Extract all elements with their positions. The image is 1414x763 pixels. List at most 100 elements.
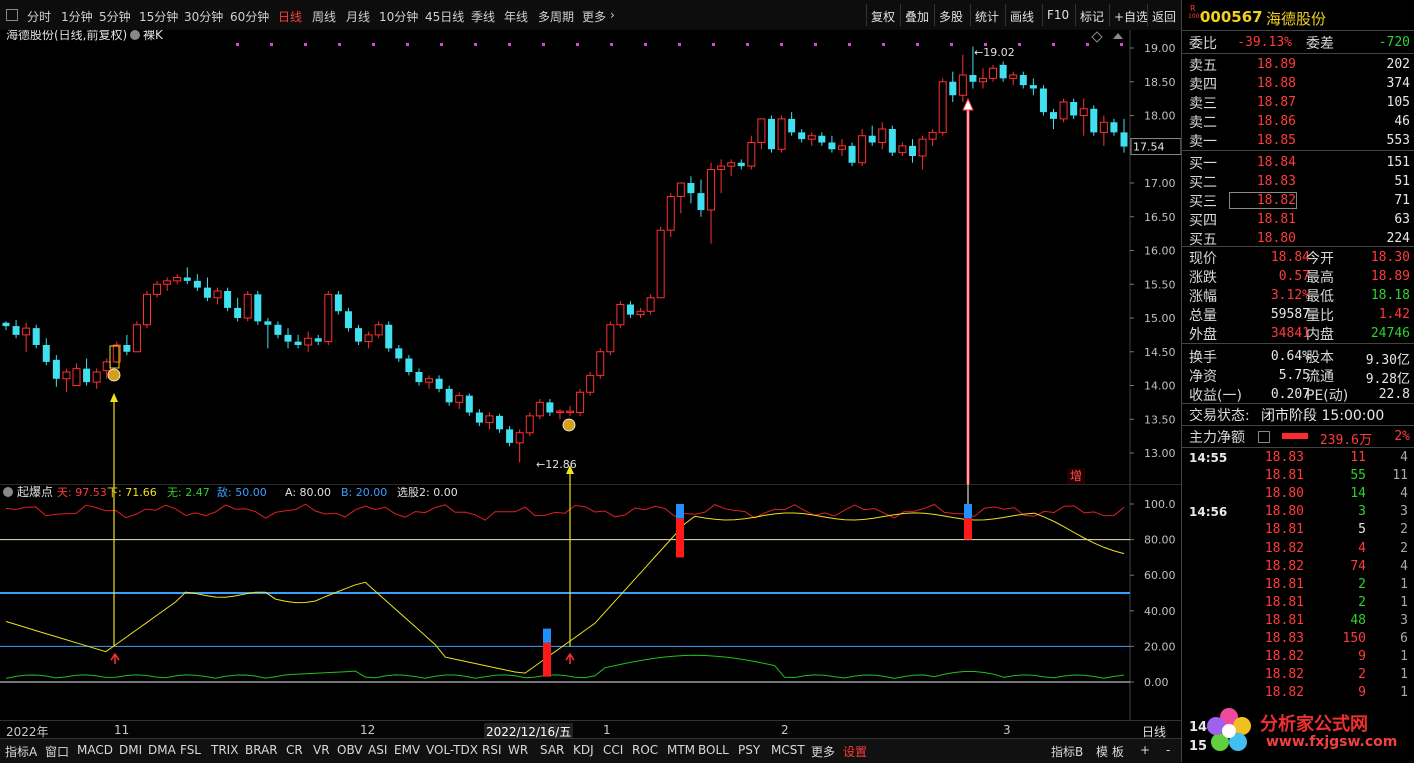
indicator-tab-7[interactable]: BRAR [245, 743, 278, 757]
sell-level-price[interactable]: 18.88 [1256, 76, 1296, 91]
indicator-tab-25[interactable]: 设置 [843, 745, 868, 759]
sell-level-price[interactable]: 18.86 [1256, 114, 1296, 129]
period-tab-13[interactable]: 多周期 [538, 10, 575, 24]
candle [193, 274, 201, 291]
series-tian [5, 503, 1125, 521]
indicator-tab-10[interactable]: OBV [337, 743, 363, 757]
toolbar-button-7[interactable]: +自选 [1114, 10, 1149, 24]
tick-count: 6 [1400, 631, 1408, 646]
period-tab-3[interactable]: 15分钟 [139, 10, 179, 24]
sell-level-volume: 46 [1394, 114, 1410, 129]
period-tab-1[interactable]: 1分钟 [61, 10, 93, 24]
period-tab-14[interactable]: 更多 [582, 10, 607, 24]
toolbar-button-4[interactable]: 画线 [1010, 10, 1035, 24]
toolbar-button-2[interactable]: 多股 [939, 10, 964, 24]
indicator-tab-23[interactable]: MCST [771, 743, 805, 757]
diamond-icon[interactable] [1091, 31, 1103, 43]
period-tab-12[interactable]: 年线 [504, 10, 529, 24]
period-tab-8[interactable]: 月线 [346, 10, 371, 24]
info-icon[interactable] [1258, 431, 1270, 443]
period-tab-4[interactable]: 30分钟 [184, 10, 224, 24]
price-tick-label: 15.00 [1144, 312, 1176, 325]
toolbar-button-1[interactable]: 叠加 [905, 10, 930, 24]
buy-level-price[interactable]: 18.82 [1229, 192, 1297, 209]
toolbar-separator [1005, 4, 1006, 26]
period-tab-5[interactable]: 60分钟 [230, 10, 270, 24]
candle [143, 291, 152, 329]
candle [455, 392, 464, 410]
price-tick-label: 15.50 [1144, 278, 1176, 291]
buy-level-price[interactable]: 18.83 [1256, 174, 1296, 189]
sell-level-price[interactable]: 18.85 [1256, 133, 1296, 148]
dropdown-icon[interactable] [130, 30, 140, 40]
bottom-right-button-1[interactable]: 模 板 [1096, 745, 1124, 759]
indicator-tab-8[interactable]: CR [286, 743, 303, 757]
bottom-right-button-3[interactable]: - [1166, 743, 1171, 757]
indicator-tab-18[interactable]: CCI [603, 743, 624, 757]
money-bag-icon [562, 418, 576, 432]
stock-name[interactable]: 海德股份 [1266, 10, 1327, 28]
collapse-icon[interactable] [3, 487, 13, 497]
candle [717, 159, 726, 194]
indicator-tab-24[interactable]: 更多 [811, 745, 836, 759]
toolbar-button-6[interactable]: 标记 [1080, 10, 1105, 24]
indicator-tab-9[interactable]: VR [313, 743, 330, 757]
indicator-chart[interactable]: 起爆点 天: 97.53 下: 71.66 无: 2.47 敌: 50.00 A: 80.… [0, 484, 1181, 720]
candle [1070, 98, 1078, 119]
bottom-right-button-0[interactable]: 指标B [1051, 745, 1084, 759]
period-tab-10[interactable]: 45日线 [425, 10, 465, 24]
triangle-up-icon[interactable] [1113, 33, 1123, 39]
indicator-tab-12[interactable]: EMV [394, 743, 421, 757]
period-tab-7[interactable]: 周线 [312, 10, 337, 24]
stock-code[interactable]: 000567 [1200, 8, 1263, 26]
period-tab-2[interactable]: 5分钟 [99, 10, 131, 24]
indicator-tab-3[interactable]: DMI [119, 743, 143, 757]
date-axis-period[interactable]: 日线 [1142, 725, 1167, 739]
indicator-tab-11[interactable]: ASI [368, 743, 388, 757]
indicator-tab-19[interactable]: ROC [632, 743, 659, 757]
buy-level-price[interactable]: 18.84 [1256, 155, 1296, 170]
indicator-tab-6[interactable]: TRIX [211, 743, 239, 757]
period-tab-9[interactable]: 10分钟 [379, 10, 419, 24]
marker-dot [508, 43, 511, 46]
buy-level-price[interactable]: 18.80 [1256, 231, 1296, 246]
period-tab-0[interactable]: 分时 [27, 10, 52, 24]
period-tab-6[interactable]: 日线 [278, 10, 303, 24]
chevron-right-icon[interactable]: › [610, 8, 615, 22]
sell-level-price[interactable]: 18.89 [1256, 57, 1296, 72]
indicator-tab-14[interactable]: RSI [482, 743, 502, 757]
buy-level-price[interactable]: 18.81 [1256, 212, 1296, 227]
sell-level-volume: 105 [1386, 95, 1410, 110]
sell-level-price[interactable]: 18.87 [1256, 95, 1296, 110]
signal-arrow-3-head [962, 97, 974, 111]
indicator-tab-4[interactable]: DMA [148, 743, 176, 757]
period-tab-11[interactable]: 季线 [471, 10, 496, 24]
indicator-tab-16[interactable]: SAR [540, 743, 565, 757]
candlestick-chart[interactable]: 19.0018.5018.0017.5017.0016.5016.0015.50… [0, 30, 1181, 484]
tick-price: 18.82 [1264, 649, 1304, 665]
toolbar-button-8[interactable]: 返回 [1152, 10, 1177, 24]
tick-time-15: 15 [1189, 739, 1208, 754]
toolbar-button-5[interactable]: F10 [1047, 8, 1070, 22]
indicator-name[interactable]: 起爆点 [17, 485, 53, 499]
indicator-tab-5[interactable]: FSL [180, 743, 201, 757]
chart-mode[interactable]: 裸K [143, 30, 164, 42]
indicator-tab-22[interactable]: PSY [738, 743, 761, 757]
indicator-tab-13[interactable]: VOL-TDX [426, 743, 478, 757]
price-tick-label: 14.00 [1144, 380, 1176, 393]
signal-bar-blue [543, 628, 551, 643]
indicator-tab-0[interactable]: 指标A [5, 745, 38, 759]
indicator-tab-21[interactable]: BOLL [698, 743, 729, 757]
indicator-tab-15[interactable]: WR [508, 743, 529, 757]
indicator-tab-20[interactable]: MTM [667, 743, 696, 757]
candle [304, 331, 313, 352]
zeng-badge[interactable]: 增 [1070, 469, 1082, 483]
indicator-tab-17[interactable]: KDJ [573, 743, 594, 757]
layout-icon[interactable] [6, 9, 18, 21]
indicator-tab-1[interactable]: 窗口 [45, 745, 70, 759]
indicator-tab-2[interactable]: MACD [77, 743, 113, 757]
buy-level-label: 买三 [1189, 194, 1217, 210]
bottom-right-button-2[interactable]: + [1140, 743, 1151, 757]
toolbar-button-0[interactable]: 复权 [871, 10, 896, 24]
toolbar-button-3[interactable]: 统计 [975, 10, 1000, 24]
